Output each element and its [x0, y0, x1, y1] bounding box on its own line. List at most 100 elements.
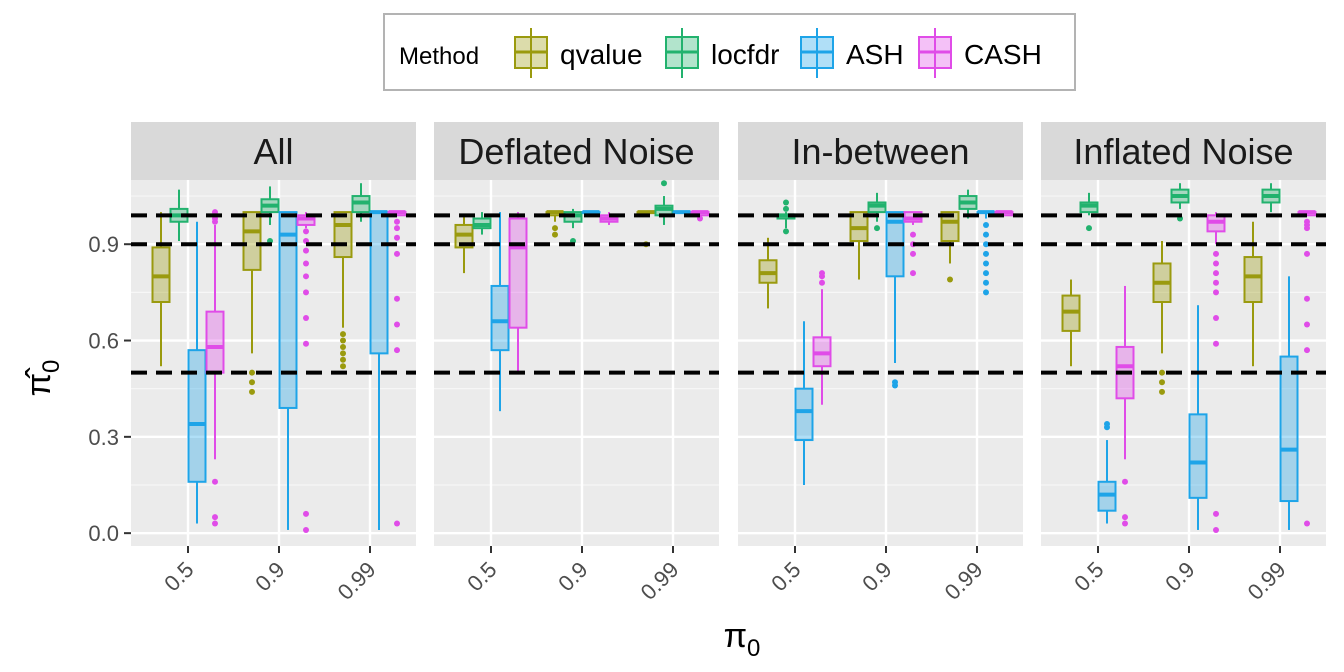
outlier-point	[340, 343, 346, 350]
x-axis-title-subscript: 0	[747, 635, 760, 662]
legend-box	[383, 13, 1076, 91]
outlier-point	[983, 221, 989, 228]
outlier-point	[303, 289, 309, 296]
box-ASH-0.9	[1188, 305, 1208, 530]
x-axis-title-symbol: π	[724, 617, 747, 655]
box-qvalue-0.9	[849, 211, 869, 280]
box-body	[1243, 256, 1263, 304]
outlier-point	[983, 231, 989, 238]
outlier-point	[249, 388, 255, 395]
x-axis-title: π0	[724, 617, 761, 662]
outlier-point	[340, 331, 346, 338]
outlier-point	[340, 356, 346, 363]
outlier-point	[983, 289, 989, 296]
box-locfdr-0.99	[1261, 183, 1281, 213]
outlier-point	[249, 369, 255, 376]
outlier-point	[303, 260, 309, 267]
outlier-point	[1304, 520, 1310, 527]
box-body	[333, 211, 353, 259]
box-CASH-0.5	[205, 209, 225, 527]
x-tick-label: 0.99	[940, 557, 988, 605]
box-qvalue-0.99	[1243, 221, 1263, 367]
legend-item-qvalue: qvalue	[514, 28, 643, 78]
outlier-point	[947, 276, 953, 283]
box-locfdr-0.99	[958, 189, 978, 219]
legend: Method qvalue locfdr ASH CASH	[383, 13, 1076, 91]
box-ASH-0.9	[581, 210, 601, 216]
box-qvalue-0.5	[758, 237, 778, 309]
outlier-point	[1304, 295, 1310, 302]
outlier-point	[1159, 388, 1165, 395]
outlier-point	[1213, 510, 1219, 517]
outlier-point	[1086, 225, 1092, 232]
box-ASH-0.99	[976, 210, 996, 296]
box-locfdr-0.99	[654, 180, 674, 225]
outlier-point	[819, 279, 825, 286]
box-qvalue-0.9	[1152, 241, 1172, 395]
panel-strip	[131, 122, 416, 180]
outlier-point	[552, 225, 558, 232]
box-qvalue-0.5	[454, 215, 474, 274]
outlier-point	[1159, 369, 1165, 376]
panel-strip	[434, 122, 719, 180]
y-tick-label: 0.9	[88, 232, 119, 257]
y-tick-label: 0.0	[88, 521, 119, 546]
outlier-point	[394, 295, 400, 302]
panel-title: Deflated Noise	[458, 131, 694, 172]
outlier-point	[394, 347, 400, 354]
box-qvalue-0.99	[940, 211, 960, 283]
outlier-point	[983, 260, 989, 267]
outlier-point	[910, 231, 916, 238]
outlier-point	[394, 520, 400, 527]
outlier-point	[303, 340, 309, 347]
outlier-point	[303, 273, 309, 280]
x-tick-label: 0.9	[1160, 557, 1199, 596]
outlier-point	[1304, 347, 1310, 354]
outlier-point	[783, 199, 789, 206]
box-body	[242, 211, 262, 271]
outlier-point	[1213, 279, 1219, 286]
outlier-point	[1213, 340, 1219, 347]
outlier-point	[340, 337, 346, 344]
panel-background	[434, 180, 719, 546]
box-body	[369, 211, 389, 355]
y-axis: 0.0 0.3 0.6 0.9	[88, 232, 131, 546]
legend-title: Method	[399, 43, 479, 70]
panel-2: In-between 0.5 0.9 0.99	[738, 122, 1023, 605]
outlier-point	[1213, 250, 1219, 257]
x-tick-label: 0.5	[462, 557, 501, 596]
box-locfdr-0.5	[472, 212, 492, 235]
legend-label: locfdr	[711, 39, 779, 70]
outlier-point	[1213, 270, 1219, 277]
legend-label: qvalue	[560, 39, 643, 70]
outlier-point	[1122, 514, 1128, 521]
outlier-point	[303, 510, 309, 517]
panel-background	[738, 180, 1023, 546]
outlier-point	[340, 363, 346, 370]
x-tick-label: 0.9	[250, 557, 289, 596]
outlier-point	[303, 228, 309, 235]
box-ASH-0.5	[187, 221, 207, 524]
legend-label: ASH	[846, 39, 904, 70]
outlier-point	[1122, 520, 1128, 527]
x-tick-label: 0.5	[766, 557, 805, 596]
outlier-point	[661, 180, 667, 187]
legend-item-locfdr: locfdr	[665, 28, 779, 78]
outlier-point	[874, 225, 880, 232]
outlier-point	[1304, 218, 1310, 225]
outlier-point	[394, 225, 400, 232]
outlier-point	[340, 350, 346, 357]
box-qvalue-0.9	[545, 210, 565, 238]
box-body	[508, 217, 528, 329]
outlier-point	[892, 379, 898, 386]
panel-1: Deflated Noise 0.5 0.9 0.99	[434, 122, 719, 605]
box-locfdr-0.9	[1170, 183, 1190, 222]
box-body	[1188, 413, 1208, 499]
outlier-point	[819, 270, 825, 277]
x-tick-label: 0.99	[1243, 557, 1291, 605]
legend-item-ASH: ASH	[800, 28, 904, 78]
box-body	[794, 387, 814, 442]
y-axis-title-subscript: 0	[38, 360, 65, 373]
outlier-point	[394, 218, 400, 225]
